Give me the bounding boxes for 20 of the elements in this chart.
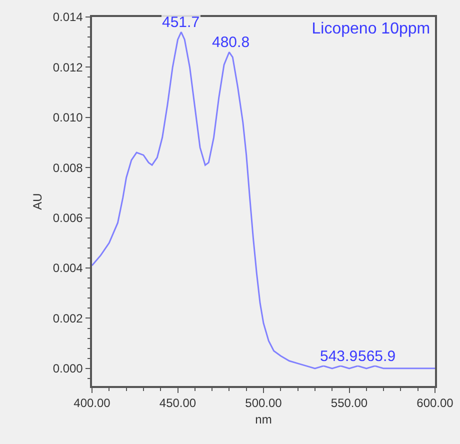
- annotation: 565.9: [358, 348, 396, 365]
- y-axis-title: AU: [30, 193, 45, 210]
- annotation: 451.7: [162, 14, 200, 31]
- x-tick-label: 400.00: [74, 396, 111, 410]
- y-tick-label: 0.004: [52, 261, 84, 276]
- x-tick-label: 600.00: [416, 396, 454, 410]
- chart-title: Licopeno 10ppm: [312, 20, 430, 38]
- y-tick-label: 0.010: [52, 110, 84, 125]
- y-tick-label: 0.006: [52, 211, 84, 226]
- annotation: 480.8: [212, 34, 250, 51]
- x-tick-label: 550.00: [330, 396, 368, 410]
- x-tick-label: 450.00: [159, 396, 196, 410]
- x-axis-title: nm: [255, 412, 272, 427]
- y-tick-label: 0.000: [52, 362, 84, 376]
- x-tick-label: 500.00: [245, 396, 282, 410]
- annotation: 543.9: [320, 348, 358, 365]
- y-tick-label: 0.008: [52, 160, 84, 175]
- y-tick-label: 0.012: [52, 60, 84, 74]
- y-tick-label: 0.002: [52, 311, 84, 326]
- y-tick-label: 0.014: [52, 10, 84, 24]
